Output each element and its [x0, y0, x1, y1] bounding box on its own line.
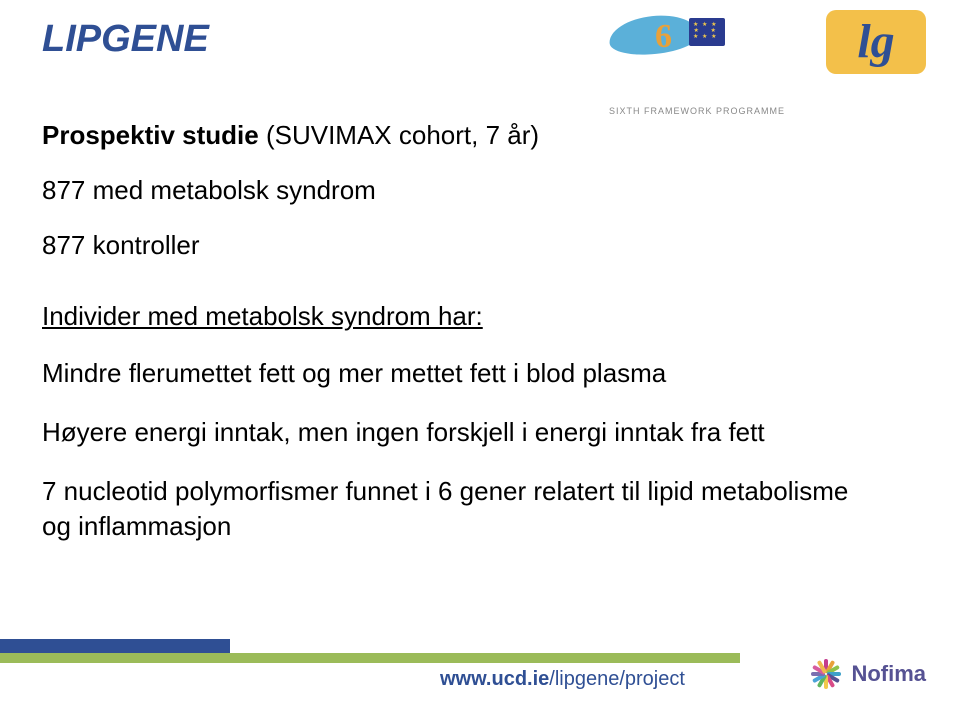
nofima-logo: Nofima: [809, 657, 926, 691]
fp6-label: SIXTH FRAMEWORK PROGRAMME: [609, 106, 785, 116]
finding-3: 7 nucleotid polymorfismer funnet i 6 gen…: [42, 474, 862, 544]
footer-bar-blue: [0, 639, 230, 653]
fp6-six-icon: 6: [655, 18, 672, 56]
intro-bold: Prospektiv studie: [42, 120, 259, 150]
lg-logo-text: lg: [857, 18, 894, 66]
fp6-swoosh-icon: [607, 11, 700, 58]
nofima-label: Nofima: [851, 661, 926, 687]
nofima-burst-icon: [809, 657, 843, 691]
finding-1: Mindre flerumettet fett og mer mettet fe…: [42, 356, 862, 391]
eu-stars-icon: ★ ★ ★★ ★★ ★ ★: [693, 22, 717, 40]
footer-bar-green: [0, 653, 740, 663]
footer-url-path: /lipgene/project: [549, 668, 685, 690]
lg-logo: lg: [826, 10, 926, 74]
slide: LIPGENE 6 ★ ★ ★★ ★★ ★ ★ SIXTH FRAMEWORK …: [0, 0, 960, 709]
fp6-logo: 6 ★ ★ ★★ ★★ ★ ★ SIXTH FRAMEWORK PROGRAMM…: [609, 12, 785, 116]
finding-2: Høyere energi inntak, men ingen forskjel…: [42, 415, 862, 450]
intro-line-3: 877 kontroller: [42, 230, 862, 261]
intro-rest: (SUVIMAX cohort, 7 år): [259, 120, 539, 150]
footer-url-domain: www.ucd.ie: [440, 668, 549, 690]
content-block: Prospektiv studie (SUVIMAX cohort, 7 år)…: [42, 120, 862, 568]
slide-title: LIPGENE: [42, 18, 209, 61]
footer-url: www.ucd.ie/lipgene/project: [440, 668, 685, 691]
intro-line-2: 877 med metabolsk syndrom: [42, 175, 862, 206]
fp6-mark: 6 ★ ★ ★★ ★★ ★ ★: [609, 12, 729, 58]
subheading: Individer med metabolsk syndrom har:: [42, 301, 862, 332]
intro-line-1: Prospektiv studie (SUVIMAX cohort, 7 år): [42, 120, 862, 151]
